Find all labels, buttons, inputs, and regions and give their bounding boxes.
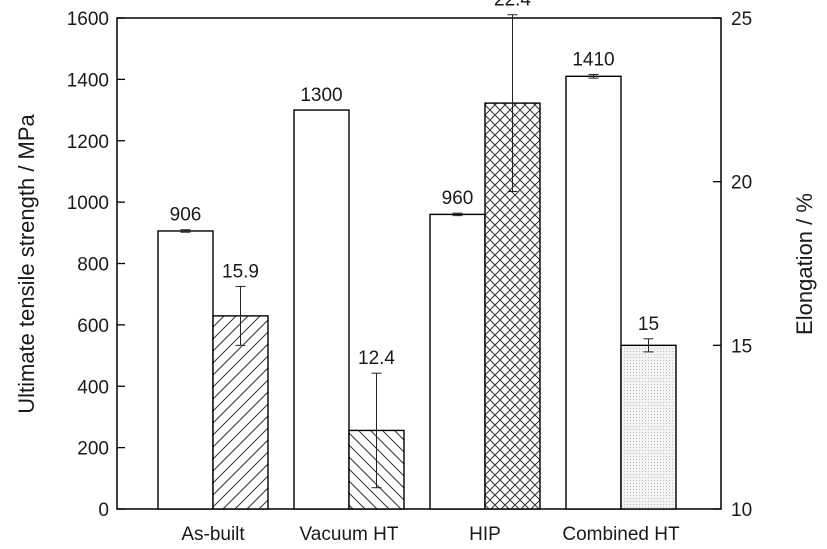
bar-strength-0 [157, 230, 214, 510]
bar-strength-1 [293, 109, 350, 510]
y-left-tick-label: 800 [77, 255, 109, 276]
y-left-tick-label: 400 [77, 377, 109, 398]
data-label: 22.4 [494, 0, 531, 11]
bar-elongation-3 [620, 344, 677, 510]
data-label: 1300 [300, 85, 342, 106]
data-label: 15 [638, 314, 659, 335]
data-label: 960 [442, 188, 474, 209]
bar-strength-3 [565, 75, 622, 510]
data-label: 12.4 [358, 348, 395, 369]
y-right-tick-label: 15 [731, 336, 752, 357]
x-category-label: Vacuum HT [300, 524, 399, 545]
data-label: 15.9 [222, 261, 259, 282]
bars-layer [157, 75, 677, 510]
y-left-tick-label: 200 [77, 439, 109, 460]
y-left-tick-label: 0 [98, 500, 109, 521]
y-left-tick-label: 600 [77, 316, 109, 337]
y-left-tick-label: 1000 [67, 193, 109, 214]
x-category-label: As-built [181, 524, 245, 545]
error-bars-layer [180, 14, 654, 489]
y-axis-right-title: Elongation / % [792, 193, 817, 335]
x-category-label: HIP [469, 524, 501, 545]
x-category-label: Combined HT [562, 524, 680, 545]
y-right-tick-label: 20 [731, 173, 752, 194]
data-labels-layer: 906 1300 960 1410 15.9 12.4 22.4 15 [170, 0, 659, 369]
y-axis-left-title: Ultimate tensile strength / MPa [14, 113, 39, 413]
data-label: 906 [170, 205, 202, 226]
y-right-tick-label: 10 [731, 500, 752, 521]
bar-strength-2 [429, 213, 486, 510]
y-right-tick-label: 25 [731, 9, 752, 30]
y-left-tick-label: 1200 [67, 132, 109, 153]
axes-layer: 0 200 400 600 800 1000 1200 1400 1600 10 15 20 25 As-… [67, 9, 752, 545]
y-left-tick-label: 1600 [67, 9, 109, 30]
data-label: 1410 [572, 49, 614, 70]
y-left-tick-label: 1400 [67, 70, 109, 91]
